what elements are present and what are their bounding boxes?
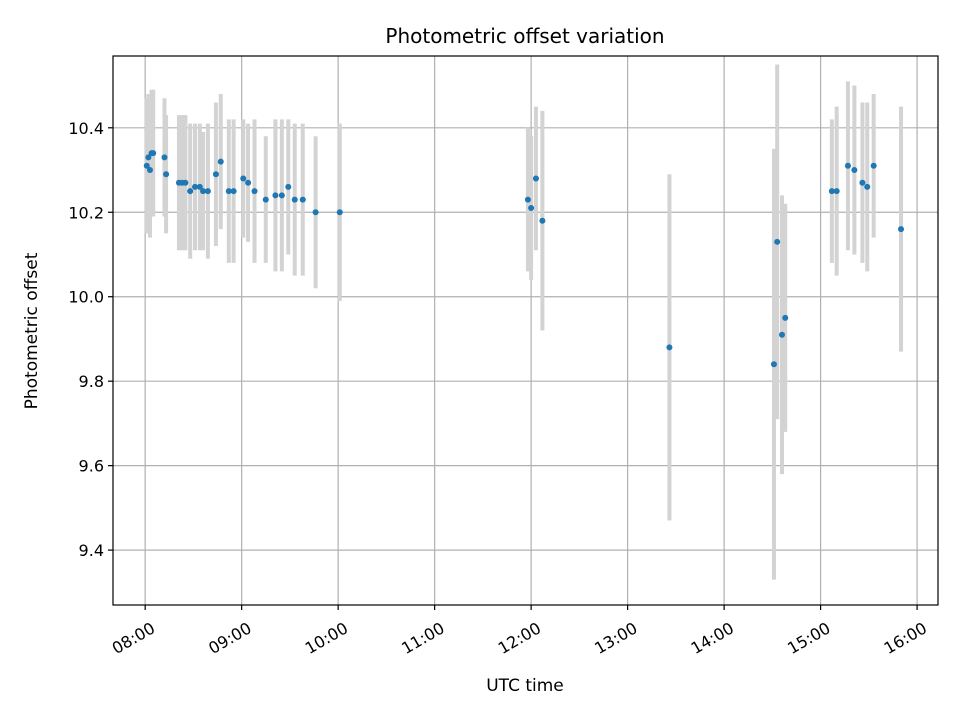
data-point [251,188,258,195]
data-point [245,179,252,186]
y-tick-label: 10.4 [68,119,104,138]
data-point [833,188,840,195]
data-point [859,179,866,186]
data-point [240,175,247,182]
data-point [196,183,203,190]
data-point [272,192,279,199]
data-point [262,196,269,203]
chart-title: Photometric offset variation [385,24,664,48]
data-point [230,188,237,195]
data-point [898,226,905,233]
y-tick-label: 9.8 [79,372,104,391]
data-point [217,158,224,165]
data-point [844,162,851,169]
data-point [150,150,157,157]
x-axis-title: UTC time [486,676,564,696]
data-point [212,171,219,178]
data-point [336,209,343,216]
data-point [285,183,292,190]
data-point [187,188,194,195]
data-point [163,171,170,178]
point-layer [143,150,905,368]
data-point [774,238,781,245]
data-point [539,217,546,224]
y-tick-label: 10.2 [68,203,104,222]
grid-layer [113,56,938,605]
data-point [146,167,153,174]
y-tick-label: 10.0 [68,288,104,307]
y-axis-title: Photometric offset [22,252,42,409]
data-point [782,314,789,321]
data-point [192,183,199,190]
data-point [161,154,168,161]
data-point [779,331,786,338]
data-point [312,209,319,216]
data-point [200,188,207,195]
data-point [770,361,777,368]
data-point [524,196,531,203]
data-point [870,162,877,169]
y-tick-label: 9.6 [79,457,104,476]
data-point [182,179,189,186]
data-point [278,192,285,199]
data-point [666,344,673,351]
data-point [864,183,871,190]
data-point [291,196,298,203]
data-point [225,188,232,195]
data-point [532,175,539,182]
data-point [851,167,858,174]
data-point [828,188,835,195]
data-point [299,196,306,203]
data-point [145,154,152,161]
plot-frame [112,55,939,606]
data-point [528,205,535,212]
data-point [143,162,150,169]
data-point [204,188,211,195]
y-tick-label: 9.4 [79,541,104,560]
